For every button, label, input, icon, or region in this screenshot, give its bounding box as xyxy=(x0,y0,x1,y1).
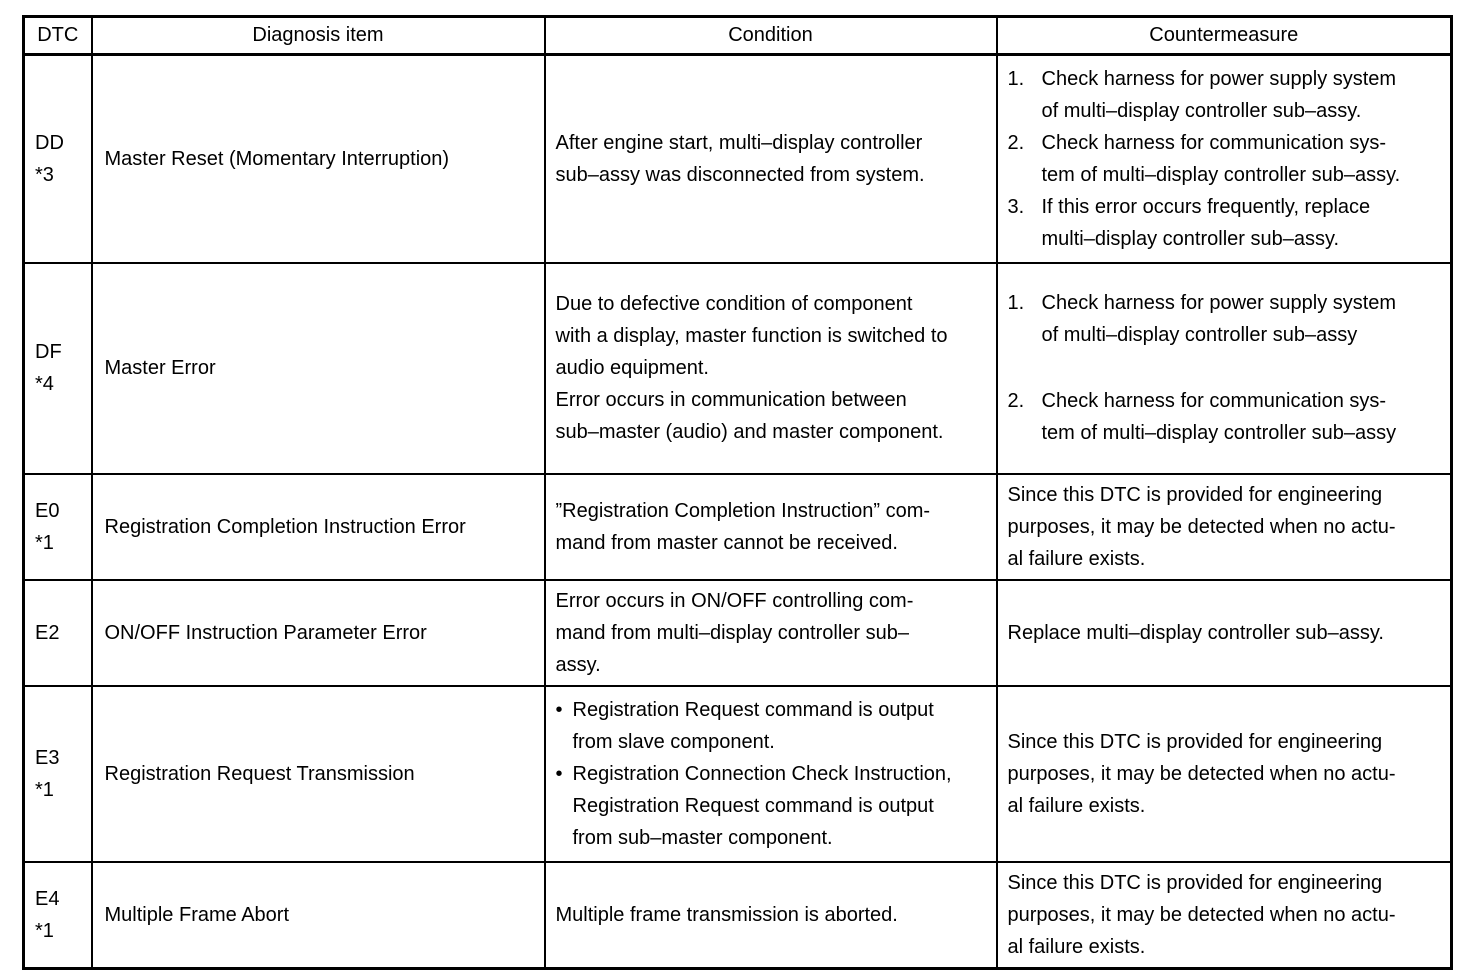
document-page: DTC Diagnosis item Condition Countermeas… xyxy=(22,15,1453,970)
list-item: 3. If this error occurs frequently, repla… xyxy=(1008,191,1445,255)
table-row: E4 *1 Multiple Frame Abort Multiple fram… xyxy=(22,860,1453,969)
list-number: 2. xyxy=(1007,131,1025,154)
countermeasure-cell: 1. Check harness for power supply system … xyxy=(995,53,1453,264)
cell-text: Since this DTC is provided for engineeri… xyxy=(1007,730,1396,817)
diagnosis-item-cell: Multiple Frame Abort xyxy=(90,860,546,969)
header-diagnosis-item: Diagnosis item xyxy=(90,15,546,56)
list-item: 1. Check harness for power supply system … xyxy=(1008,287,1445,351)
dtc-diagnosis-table: DTC Diagnosis item Condition Countermeas… xyxy=(22,15,1453,970)
diagnosis-item-cell: ON/OFF Instruction Parameter Error xyxy=(90,578,546,687)
condition-cell: Due to defective condition of component … xyxy=(543,261,998,475)
dtc-cell: E0 *1 xyxy=(22,472,93,581)
list-item: 2. Check harness for communication sys- t… xyxy=(1008,385,1445,449)
list-item-text: Check harness for communication sys- tem… xyxy=(1041,390,1397,444)
dtc-cell: E2 xyxy=(22,578,93,687)
list-item-text: Check harness for power supply system of… xyxy=(1041,67,1397,122)
dtc-cell: E4 *1 xyxy=(22,860,93,969)
header-row: DTC Diagnosis item Condition Countermeas… xyxy=(22,15,1453,56)
diagnosis-item-cell: Registration Completion Instruction Erro… xyxy=(90,472,546,581)
table-row: E2 ON/OFF Instruction Parameter Error Er… xyxy=(22,578,1453,687)
cell-text: Due to defective condition of component … xyxy=(555,293,948,443)
header-dtc: DTC xyxy=(22,15,93,56)
table-header: DTC Diagnosis item Condition Countermeas… xyxy=(22,15,1453,56)
diagnosis-item-cell: Master Reset (Momentary Interruption) xyxy=(90,53,546,264)
table-row: E0 *1 Registration Completion Instructio… xyxy=(22,472,1453,581)
dtc-cell: E3 *1 xyxy=(22,684,93,863)
cell-text: Error occurs in ON/OFF controlling com- … xyxy=(555,589,914,676)
cell-text: After engine start, multi–display contro… xyxy=(555,131,925,186)
countermeasure-cell: 1. Check harness for power supply system … xyxy=(995,261,1453,475)
cell-text: Since this DTC is provided for engineeri… xyxy=(1007,871,1396,958)
condition-cell: Multiple frame transmission is aborted. xyxy=(543,860,998,969)
table-row: DD *3 Master Reset (Momentary Interrupti… xyxy=(22,53,1453,264)
list-number: 3. xyxy=(1007,195,1025,218)
header-countermeasure: Countermeasure xyxy=(995,15,1453,56)
list-item-text: Check harness for power supply system of… xyxy=(1041,292,1397,346)
diagnosis-item-cell: Master Error xyxy=(90,261,546,475)
cell-text: Multiple frame transmission is aborted. xyxy=(555,903,898,926)
dtc-cell: DD *3 xyxy=(22,53,93,264)
list-item: • Registration Connection Check Instructi… xyxy=(556,758,990,854)
cell-text: ”Registration Completion Instruction” co… xyxy=(555,499,931,554)
header-condition: Condition xyxy=(543,15,998,56)
list-number: 2. xyxy=(1007,390,1025,412)
dtc-cell: DF *4 xyxy=(22,261,93,475)
countermeasure-cell: Since this DTC is provided for engineeri… xyxy=(995,684,1453,863)
table-row: DF *4 Master Error Due to defective cond… xyxy=(22,261,1453,475)
list-number: 1. xyxy=(1007,292,1025,314)
list-item-text: Registration Request command is output f… xyxy=(572,698,934,753)
list-item: 2. Check harness for communication sys- t… xyxy=(1008,127,1445,191)
countermeasure-cell: Replace multi–display controller sub–ass… xyxy=(995,578,1453,687)
condition-cell: • Registration Request command is output … xyxy=(543,684,998,863)
bullet-icon: • xyxy=(555,762,563,785)
cell-text: Since this DTC is provided for engineeri… xyxy=(1007,483,1396,570)
countermeasure-cell: Since this DTC is provided for engineeri… xyxy=(995,472,1453,581)
list-number: 1. xyxy=(1007,67,1025,90)
table-body: DD *3 Master Reset (Momentary Interrupti… xyxy=(22,53,1453,969)
list-item-text: Registration Connection Check Instructio… xyxy=(572,762,952,849)
condition-cell: ”Registration Completion Instruction” co… xyxy=(543,472,998,581)
table-row: E3 *1 Registration Request Transmission … xyxy=(22,684,1453,863)
diagnosis-item-cell: Registration Request Transmission xyxy=(90,684,546,863)
countermeasure-cell: Since this DTC is provided for engineeri… xyxy=(995,860,1453,969)
list-item-text: Check harness for communication sys- tem… xyxy=(1041,131,1401,186)
list-item: 1. Check harness for power supply system … xyxy=(1008,63,1445,127)
cell-text: Replace multi–display controller sub–ass… xyxy=(1007,621,1384,644)
condition-cell: Error occurs in ON/OFF controlling com- … xyxy=(543,578,998,687)
list-item-text: If this error occurs frequently, replace… xyxy=(1041,195,1371,250)
list-item: • Registration Request command is output … xyxy=(556,694,990,758)
condition-cell: After engine start, multi–display contro… xyxy=(543,53,998,264)
bullet-icon: • xyxy=(555,698,563,721)
